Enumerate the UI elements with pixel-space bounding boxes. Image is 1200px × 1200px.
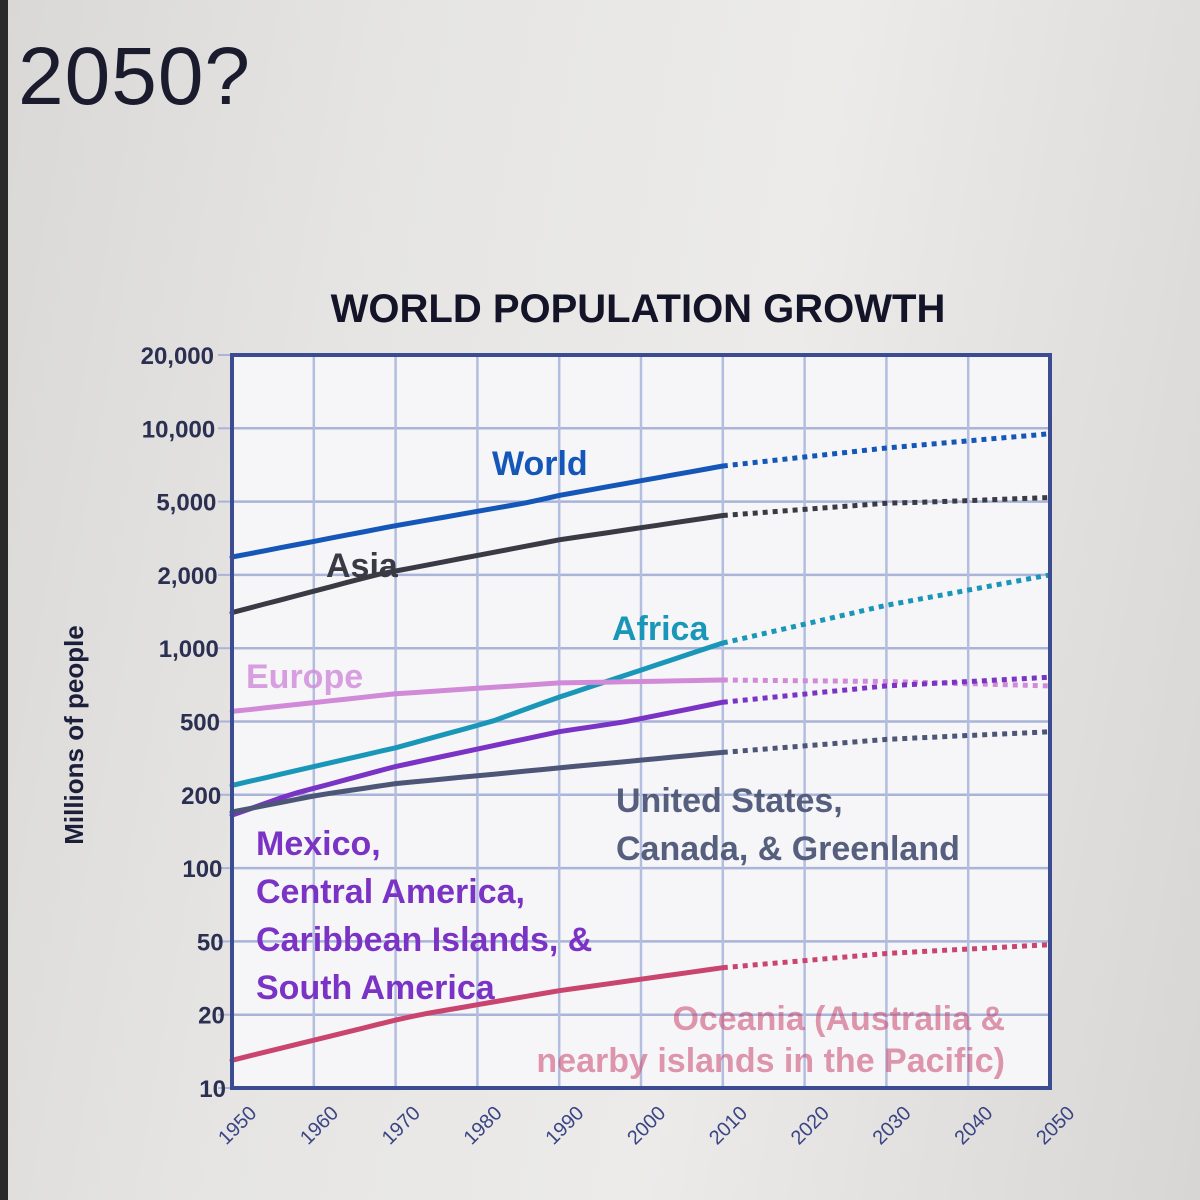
series-label-united-states-canada-greenland: United States, [616, 782, 843, 820]
plot-frame [230, 353, 1052, 1090]
series-line-world [229, 463, 726, 560]
screen-bezel-edge [0, 0, 8, 1200]
series-projection-europe [722, 677, 1051, 689]
x-tick-label: 1970 [378, 1102, 425, 1149]
series-projection-united-states-canada-greenland [722, 729, 1051, 755]
series-lines [229, 431, 1051, 1063]
y-tick-label: 20 [198, 1003, 225, 1030]
series-label-oceania-australia-nearby-islands-in-the-pacific: nearby islands in the Pacific) [536, 1042, 1005, 1080]
x-tick-label: 1980 [460, 1102, 507, 1149]
series-label-mexico-central-america-caribbean-islands-south-america: Central America, [256, 873, 525, 911]
y-tick-label: 20,000 [141, 343, 214, 370]
series-label-mexico-central-america-caribbean-islands-south-america: South America [256, 969, 496, 1007]
series-label-mexico-central-america-caribbean-islands-south-america: Mexico, [256, 825, 381, 863]
x-tick-label: 2030 [869, 1102, 916, 1149]
x-tick-label: 1950 [214, 1102, 261, 1149]
y-tick-label: 100 [182, 856, 222, 883]
y-tick-label: 2,000 [158, 563, 218, 590]
x-axis-ticks: 1950 1960 1970 1980 1990 2000 2010 2020 2030 2040… [214, 1102, 1079, 1149]
y-axis-ticks: 20,000 10,000 5,000 2,000 1,000 500 200 100 50 20… [141, 343, 226, 1103]
chart-title: WORLD POPULATION GROWTH [331, 287, 946, 331]
x-tick-label: 2000 [623, 1102, 670, 1149]
y-axis-label: Millions of people [59, 625, 89, 845]
y-tick-label: 50 [197, 929, 224, 956]
x-tick-label: 2040 [950, 1102, 997, 1149]
series-label-united-states-canada-greenland: Canada, & Greenland [616, 830, 960, 868]
series-label-asia: Asia [326, 547, 399, 585]
y-tick-label: 10 [199, 1076, 226, 1103]
x-tick-label: 2020 [787, 1102, 834, 1149]
series-label-oceania-australia-nearby-islands-in-the-pacific: Oceania (Australia & [672, 1000, 1005, 1038]
series-label-mexico-central-america-caribbean-islands-south-america: Caribbean Islands, & [256, 921, 592, 959]
series-projection-mexico-central-america-caribbean-islands-south-america [722, 674, 1051, 705]
y-tick-label: 1,000 [159, 636, 219, 663]
series-projection-asia [722, 495, 1051, 518]
series-label-world: World [492, 445, 588, 483]
series-label-africa: Africa [612, 610, 709, 648]
y-tick-label: 10,000 [142, 416, 215, 443]
series-line-oceania-australia-nearby-islands-in-the-pacific [229, 965, 726, 1063]
series-line-mexico-central-america-caribbean-islands-south-america [229, 699, 726, 818]
x-tick-label: 2050 [1032, 1102, 1079, 1149]
x-tick-label: 2010 [705, 1102, 752, 1149]
series-projection-oceania-australia-nearby-islands-in-the-pacific [722, 942, 1051, 971]
series-line-asia [229, 513, 726, 616]
series-labels: World Asia Africa Europe Mexico, Central Amer… [246, 445, 1005, 1080]
x-tick-label: 1960 [296, 1102, 343, 1149]
series-line-africa [229, 640, 726, 788]
y-tick-label: 500 [180, 710, 220, 737]
series-line-united-states-canada-greenland [229, 749, 726, 815]
y-tick-label: 200 [181, 783, 221, 810]
series-label-europe: Europe [246, 658, 363, 696]
series-line-europe [229, 677, 726, 714]
x-tick-label: 1990 [541, 1102, 588, 1149]
y-tick-label: 5,000 [156, 490, 216, 517]
question-text: 2050? [18, 31, 252, 122]
